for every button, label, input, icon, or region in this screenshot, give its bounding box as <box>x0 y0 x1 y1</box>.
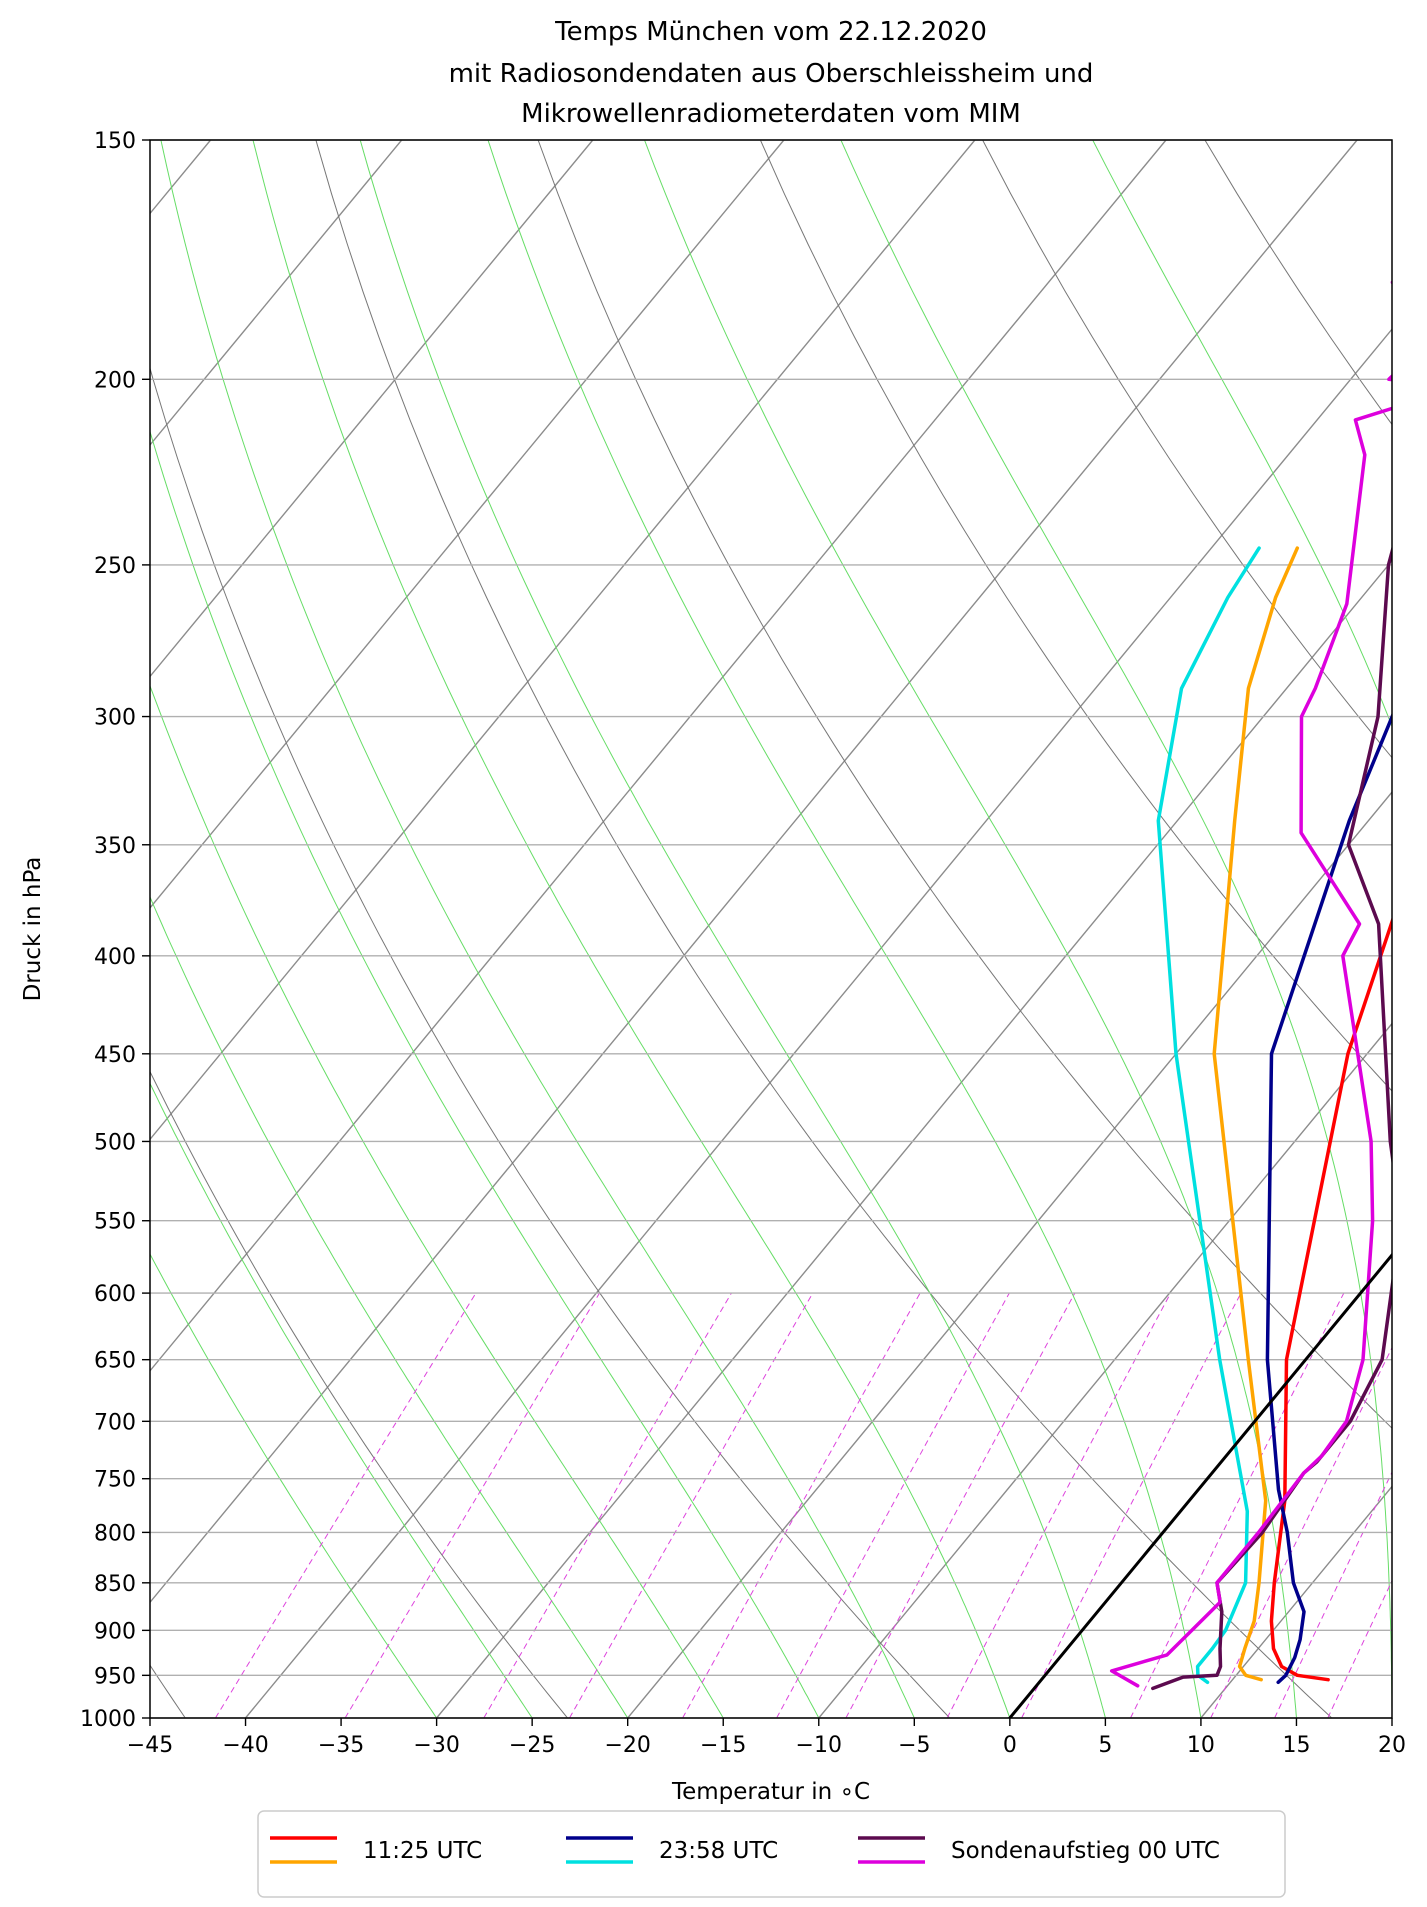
mixing-ratio-line <box>569 1292 814 1718</box>
mixing-ratio-line <box>776 1292 1010 1718</box>
x-tick-label: −25 <box>509 1733 555 1758</box>
data-series <box>1008 280 1392 1718</box>
dry-adiabat-line <box>315 140 1333 1718</box>
y-tick-label: 1000 <box>80 1707 136 1732</box>
mixing-ratio-line <box>344 1292 600 1718</box>
mixing-ratio-line <box>845 1292 1076 1718</box>
moist-adiabat-line <box>160 140 915 1718</box>
y-tick-label: 800 <box>94 1521 136 1546</box>
isotherm-line <box>150 140 403 447</box>
x-tick-label: −15 <box>700 1733 746 1758</box>
moist-adiabat-line <box>252 140 1011 1718</box>
mixing-ratio-line <box>1210 1346 1392 1718</box>
y-tick-label: 750 <box>94 1468 136 1493</box>
series-sonde-temp <box>1151 545 1392 1691</box>
y-tick-label: 400 <box>94 945 136 970</box>
mixing-ratio-line <box>1414 1293 1427 1718</box>
x-tick-label: 10 <box>1187 1733 1215 1758</box>
mixing-ratio-line <box>214 1292 477 1718</box>
moist-adiabat-line <box>150 1253 438 1718</box>
x-tick-label: −40 <box>222 1733 268 1758</box>
x-axis-label: Temperatur in ∘C <box>671 1779 870 1805</box>
y-tick-label: 300 <box>94 706 136 731</box>
isotherm-line <box>244 328 1392 1718</box>
moist-adiabat-line <box>150 1082 533 1718</box>
moist-adiabat-line <box>150 895 629 1718</box>
y-tick-label: 600 <box>94 1282 136 1307</box>
x-tick-label: −45 <box>127 1733 173 1758</box>
dry-adiabat-line <box>150 366 951 1718</box>
y-axis: 1000 950 900 850 800 750 700 650 600 550 500 450 400… <box>80 129 150 1732</box>
y-axis-label: Druck in hPa <box>20 857 46 1002</box>
x-tick-label: −30 <box>413 1733 459 1758</box>
y-tick-label: 950 <box>94 1664 136 1689</box>
y-tick-label: 200 <box>94 368 136 393</box>
legend: 11:25 UTC 23:58 UTC Sondenaufstieg 00 UT… <box>257 1810 1286 1898</box>
mixing-ratio-line <box>946 1292 1172 1718</box>
dry-adiabat-line <box>537 140 1392 1429</box>
moist-adiabat-line <box>359 140 1106 1718</box>
dry-adiabat-line <box>759 140 1392 1092</box>
y-tick-label: 350 <box>94 834 136 859</box>
isotherm-line <box>1391 1716 1392 1718</box>
plot-background-lines <box>0 140 1427 1718</box>
x-tick-label: 0 <box>1003 1733 1017 1758</box>
x-tick-label: 5 <box>1098 1733 1112 1758</box>
series-1125-dew <box>1212 546 1300 1682</box>
isotherm-line <box>0 140 20 1718</box>
y-tick-label: 900 <box>94 1619 136 1644</box>
y-tick-label: 850 <box>94 1572 136 1597</box>
x-tick-label: −10 <box>796 1733 842 1758</box>
dry-adiabat-line <box>150 1070 568 1718</box>
moist-adiabat-line <box>1413 140 1427 1718</box>
dry-adiabat-line <box>1204 140 1392 426</box>
series-1125-temp <box>1269 916 1392 1682</box>
y-tick-label: 150 <box>94 129 136 154</box>
mixing-ratio-line <box>1130 1292 1345 1718</box>
x-tick-label: −20 <box>604 1733 650 1758</box>
y-tick-label: 500 <box>94 1130 136 1155</box>
mixing-ratio-line <box>1327 1579 1392 1718</box>
chart-title-line-3: Mikrowellenradiometerdaten vom MIM <box>521 99 1021 129</box>
plot-frame <box>149 139 1393 1719</box>
isotherm-line <box>150 140 785 909</box>
legend-label-1125: 11:25 UTC <box>363 1838 482 1864</box>
y-tick-label: 250 <box>94 554 136 579</box>
isotherm-line <box>436 559 1392 1718</box>
mixing-ratio-line <box>1021 1292 1242 1718</box>
y-tick-label: 700 <box>94 1410 136 1435</box>
moist-adiabat-line <box>150 684 724 1718</box>
moist-adiabat-line <box>150 429 820 1718</box>
chart-title-line-1: Temps München vom 22.12.2020 <box>554 17 987 47</box>
isotherm-line <box>1009 1253 1392 1718</box>
x-tick-label: 20 <box>1378 1733 1406 1758</box>
isotherm-line <box>818 1022 1392 1718</box>
moist-adiabat-line <box>487 140 1202 1718</box>
isotherm-line <box>627 791 1392 1718</box>
dry-adiabat-line <box>982 140 1392 759</box>
moist-adiabat-line <box>840 140 1392 1718</box>
isotherm-line <box>150 140 1358 1604</box>
x-tick-label: −35 <box>318 1733 364 1758</box>
legend-label-sonde: Sondenaufstieg 00 UTC <box>951 1838 1220 1864</box>
series-sonde-dew <box>1109 280 1392 1688</box>
series-2358-temp <box>1265 712 1392 1685</box>
chart-title-line-2: mit Radiosondendaten aus Oberschleisshei… <box>449 59 1094 89</box>
isotherm-line <box>150 140 976 1141</box>
y-tick-label: 550 <box>94 1210 136 1235</box>
legend-label-2358: 23:58 UTC <box>659 1838 778 1864</box>
x-axis: −45 −40 −35 −30 −25 −20 −15 −10 −5 0 5 10 15 20 <box>127 1718 1406 1758</box>
isotherm-line <box>150 140 594 678</box>
x-tick-label: −5 <box>898 1733 930 1758</box>
y-tick-label: 450 <box>94 1043 136 1068</box>
legend-box <box>257 1810 1286 1898</box>
isotherm-line <box>150 140 1167 1372</box>
x-tick-label: 15 <box>1282 1733 1310 1758</box>
freezing-line <box>1008 1252 1392 1718</box>
y-tick-label: 650 <box>94 1349 136 1374</box>
series-2358-dew <box>1156 546 1261 1685</box>
